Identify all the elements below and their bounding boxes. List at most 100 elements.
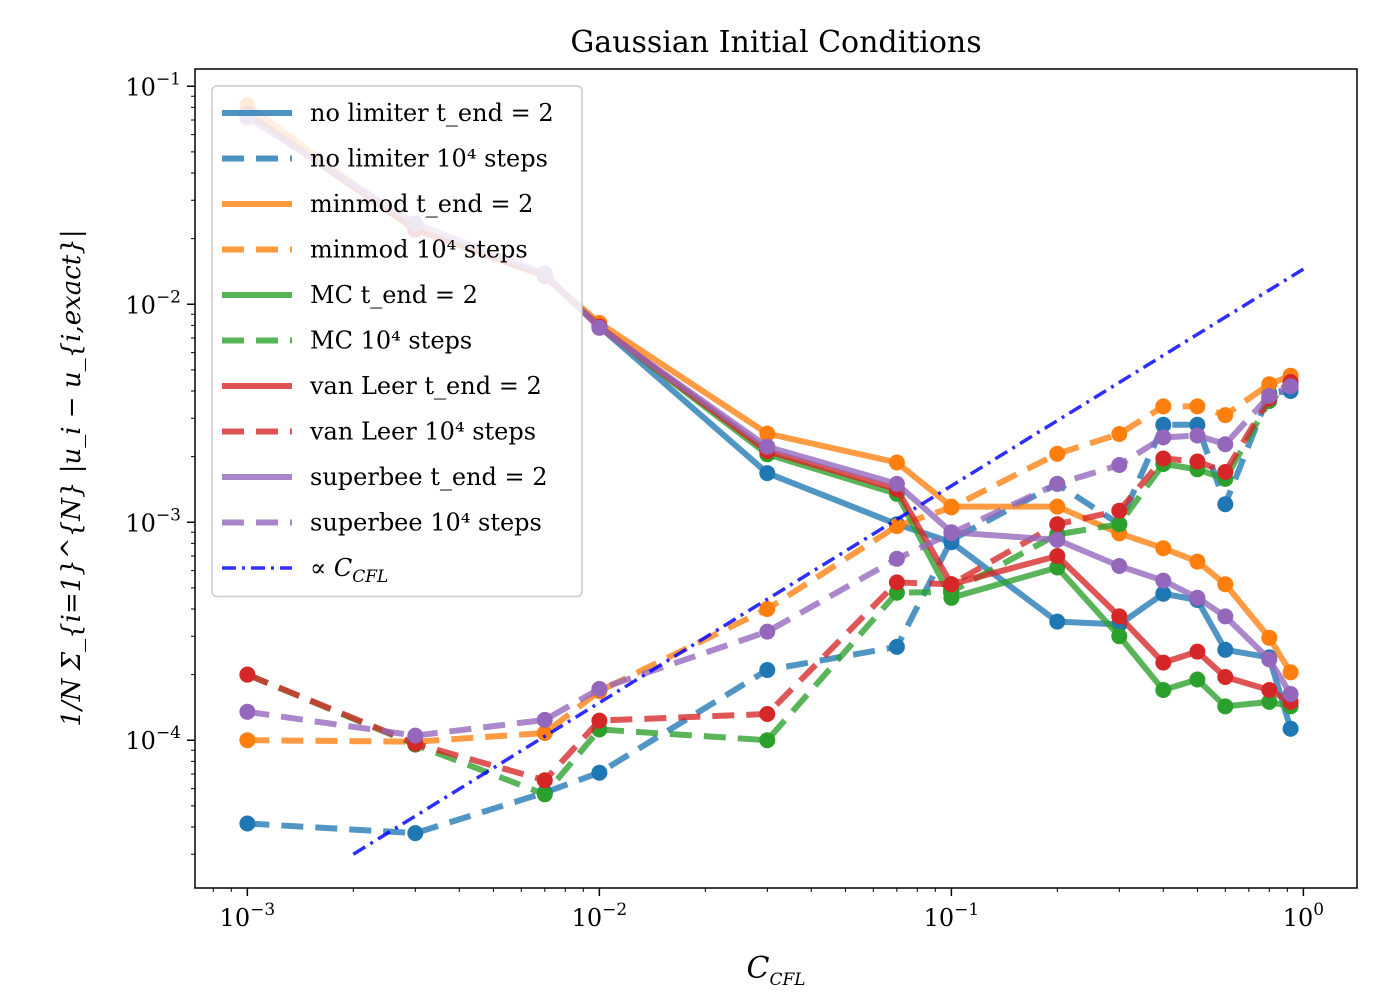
data-point — [1261, 387, 1278, 404]
data-point — [888, 518, 905, 535]
data-point — [1155, 429, 1172, 446]
data-point — [1111, 502, 1128, 519]
data-point — [1155, 540, 1172, 557]
data-point — [1189, 453, 1206, 470]
data-point — [1189, 671, 1206, 688]
data-point — [1049, 445, 1066, 462]
legend-label: no limiter t_end = 2 — [310, 99, 554, 127]
data-point — [1049, 548, 1066, 564]
data-point — [1155, 450, 1172, 467]
data-point — [536, 772, 553, 789]
data-point — [239, 732, 256, 749]
data-point — [239, 815, 256, 832]
legend-label: van Leer t_end = 2 — [309, 372, 542, 400]
chart-title: Gaussian Initial Conditions — [570, 25, 981, 60]
legend-label: minmod t_end = 2 — [310, 190, 533, 218]
data-point — [1189, 643, 1206, 660]
data-point — [1155, 416, 1172, 433]
data-point — [759, 662, 776, 678]
x-axis-label-sub: CFL — [769, 970, 805, 990]
series-line — [247, 388, 1291, 837]
data-point — [591, 680, 608, 697]
data-point — [1217, 641, 1234, 658]
data-point — [1111, 426, 1128, 442]
y-tick-label: 10−1 — [125, 69, 181, 101]
data-point — [1217, 407, 1234, 424]
legend-entry: no limiter t_end = 2 — [222, 99, 554, 127]
data-point — [1111, 558, 1128, 574]
data-point — [943, 576, 960, 593]
data-point — [943, 499, 960, 516]
data-point — [759, 623, 776, 640]
data-point — [1155, 572, 1172, 589]
legend-entry: MC t_end = 2 — [222, 281, 478, 309]
legend-label: superbee t_end = 2 — [310, 463, 548, 491]
data-point — [943, 525, 960, 542]
legend-entry: minmod 10⁴ steps — [222, 236, 528, 264]
data-point — [591, 319, 608, 336]
data-point — [239, 666, 256, 683]
data-point — [536, 786, 553, 803]
data-point — [1111, 457, 1128, 473]
data-point — [888, 454, 905, 471]
x-axis: 10−3 10−2 10−1 100 — [212, 888, 1324, 932]
data-point — [888, 475, 905, 492]
data-point — [239, 703, 256, 720]
data-point — [759, 732, 776, 749]
legend-entry: no limiter 10⁴ steps — [222, 145, 548, 173]
data-point — [1049, 475, 1066, 492]
data-point — [1261, 376, 1278, 393]
svg-text:CCFL: CCFL — [746, 951, 805, 990]
data-point — [759, 465, 776, 482]
data-point — [1049, 531, 1066, 548]
legend-entry: ∝ CCFL — [222, 554, 388, 587]
data-point — [1155, 585, 1172, 602]
data-point — [1261, 682, 1278, 698]
plot-frame — [194, 68, 1358, 889]
x-tick-label: 100 — [1283, 900, 1324, 932]
data-point — [1111, 628, 1128, 645]
y-tick-label: 10−2 — [125, 287, 181, 319]
legend-label: minmod 10⁴ steps — [310, 236, 528, 264]
data-point — [407, 825, 424, 842]
data-point — [407, 727, 424, 744]
x-axis-label-main: C — [746, 951, 769, 986]
x-tick-label: 10−1 — [924, 900, 980, 932]
data-point — [1155, 398, 1172, 415]
reference-line — [352, 267, 1305, 856]
legend-entry: superbee 10⁴ steps — [222, 509, 542, 537]
legend-label: van Leer 10⁴ steps — [309, 418, 536, 446]
data-point — [1049, 613, 1066, 630]
data-point — [1217, 608, 1234, 625]
data-point — [591, 712, 608, 729]
y-axis: 10−4 10−3 10−2 10−1 — [125, 69, 195, 855]
legend-entry: superbee t_end = 2 — [222, 463, 548, 491]
data-point — [1217, 576, 1234, 593]
legend-label: MC t_end = 2 — [310, 281, 478, 309]
data-point — [1155, 682, 1172, 698]
series-7 — [239, 374, 1299, 789]
y-axis-label: 1/N Σ_{i=1}^{N} |u_i − u_{i,exact}| — [57, 229, 87, 726]
data-point — [1217, 464, 1234, 480]
data-point — [888, 638, 905, 655]
data-point — [1261, 651, 1278, 668]
legend-label: no limiter 10⁴ steps — [310, 145, 548, 173]
data-point — [1261, 629, 1278, 646]
legend: no limiter t_end = 2 no limiter 10⁴ steps… — [211, 85, 583, 598]
data-point — [1282, 686, 1299, 702]
data-point — [759, 706, 776, 722]
data-point — [759, 601, 776, 617]
legend-entry: van Leer 10⁴ steps — [222, 418, 536, 446]
legend-entry: MC 10⁴ steps — [222, 327, 472, 355]
data-point — [1189, 427, 1206, 444]
data-point — [536, 711, 553, 728]
data-point — [1189, 589, 1206, 606]
data-point — [1155, 654, 1172, 671]
series-9 — [239, 378, 1299, 744]
y-tick-label: 10−4 — [125, 723, 181, 755]
legend-entry: van Leer t_end = 2 — [222, 372, 542, 400]
data-point — [1217, 436, 1234, 453]
data-point — [536, 725, 553, 741]
data-point — [1282, 664, 1299, 681]
